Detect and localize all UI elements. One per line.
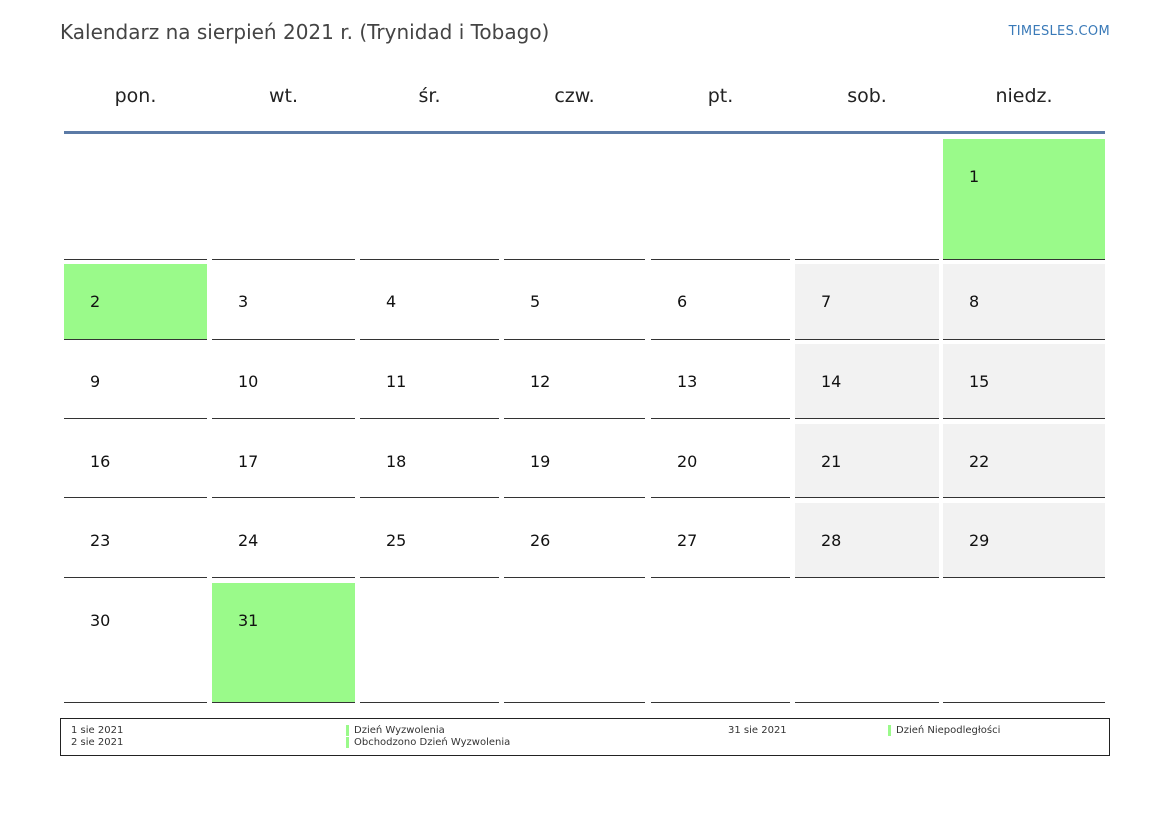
day-cell[interactable]: 28 <box>795 503 939 578</box>
holiday-day-cell[interactable]: 1 <box>943 139 1105 260</box>
empty-day-cell <box>651 139 790 260</box>
holiday-day-cell[interactable]: 31 <box>212 583 355 703</box>
day-number: 7 <box>821 292 832 311</box>
day-number: 26 <box>530 531 551 550</box>
day-number: 12 <box>530 372 551 391</box>
day-cell[interactable]: 16 <box>64 424 207 498</box>
day-number: 23 <box>90 531 111 550</box>
day-cell[interactable]: 14 <box>795 344 939 419</box>
empty-day-cell <box>795 583 939 703</box>
empty-day-cell <box>504 139 645 260</box>
day-number: 31 <box>238 611 259 630</box>
legend-date: 1 sie 2021 <box>71 725 124 736</box>
day-cell[interactable]: 29 <box>943 503 1105 578</box>
empty-day-cell <box>360 139 499 260</box>
day-number: 11 <box>386 372 407 391</box>
day-number: 28 <box>821 531 842 550</box>
day-number: 4 <box>386 292 397 311</box>
day-number: 3 <box>238 292 249 311</box>
empty-day-cell <box>943 583 1105 703</box>
holiday-legend: 1 sie 2021 2 sie 2021 Dzień Wyzwolenia O… <box>60 718 1110 756</box>
page-title: Kalendarz na sierpień 2021 r. (Trynidad … <box>60 20 550 44</box>
day-number: 17 <box>238 452 259 471</box>
day-number: 19 <box>530 452 551 471</box>
legend-date: 31 sie 2021 <box>728 725 787 736</box>
day-cell[interactable]: 25 <box>360 503 499 578</box>
day-number: 2 <box>90 292 101 311</box>
weekday-header: pon. wt. śr. czw. pt. sob. niedz. <box>64 85 1105 115</box>
empty-day-cell <box>212 139 355 260</box>
holiday-color-marker <box>888 725 891 736</box>
day-number: 21 <box>821 452 842 471</box>
day-cell[interactable]: 12 <box>504 344 645 419</box>
weekday-label: niedz. <box>995 85 1053 107</box>
empty-day-cell <box>360 583 499 703</box>
day-cell[interactable]: 24 <box>212 503 355 578</box>
day-cell[interactable]: 22 <box>943 424 1105 498</box>
holiday-color-marker <box>346 725 349 736</box>
holiday-day-cell[interactable]: 2 <box>64 264 207 340</box>
holiday-color-marker <box>346 737 349 748</box>
legend-holiday-name: Dzień Wyzwolenia <box>354 725 445 736</box>
day-number: 6 <box>677 292 688 311</box>
day-cell[interactable]: 4 <box>360 264 499 340</box>
day-cell[interactable]: 17 <box>212 424 355 498</box>
day-cell[interactable]: 18 <box>360 424 499 498</box>
day-number: 14 <box>821 372 842 391</box>
weekday-label: śr. <box>418 85 441 107</box>
day-number: 9 <box>90 372 101 391</box>
empty-day-cell <box>651 583 790 703</box>
day-number: 1 <box>969 167 980 186</box>
weekday-label: czw. <box>554 85 595 107</box>
day-number: 16 <box>90 452 111 471</box>
day-cell[interactable]: 3 <box>212 264 355 340</box>
day-number: 30 <box>90 611 111 630</box>
day-cell[interactable]: 8 <box>943 264 1105 340</box>
day-number: 20 <box>677 452 698 471</box>
day-cell[interactable]: 19 <box>504 424 645 498</box>
day-cell[interactable]: 6 <box>651 264 790 340</box>
day-cell[interactable]: 23 <box>64 503 207 578</box>
day-number: 27 <box>677 531 698 550</box>
day-number: 13 <box>677 372 698 391</box>
empty-day-cell <box>795 139 939 260</box>
day-cell[interactable]: 15 <box>943 344 1105 419</box>
legend-holiday-name: Dzień Niepodległości <box>896 725 1001 736</box>
day-number: 29 <box>969 531 990 550</box>
empty-day-cell <box>64 139 207 260</box>
day-cell[interactable]: 7 <box>795 264 939 340</box>
legend-holiday-name: Obchodzono Dzień Wyzwolenia <box>354 737 511 748</box>
brand-link[interactable]: TIMESLES.COM <box>1008 24 1110 39</box>
day-cell[interactable]: 13 <box>651 344 790 419</box>
day-number: 8 <box>969 292 980 311</box>
day-number: 24 <box>238 531 259 550</box>
day-cell[interactable]: 9 <box>64 344 207 419</box>
day-number: 5 <box>530 292 541 311</box>
weekday-label: pon. <box>114 85 157 107</box>
day-number: 22 <box>969 452 990 471</box>
day-cell[interactable]: 20 <box>651 424 790 498</box>
day-cell[interactable]: 30 <box>64 583 207 703</box>
empty-day-cell <box>504 583 645 703</box>
day-cell[interactable]: 21 <box>795 424 939 498</box>
weekday-label: sob. <box>847 85 887 107</box>
legend-date: 2 sie 2021 <box>71 737 124 748</box>
day-cell[interactable]: 26 <box>504 503 645 578</box>
header-divider <box>64 131 1105 134</box>
day-cell[interactable]: 27 <box>651 503 790 578</box>
day-number: 18 <box>386 452 407 471</box>
day-number: 15 <box>969 372 990 391</box>
day-number: 25 <box>386 531 407 550</box>
weekday-label: pt. <box>707 85 734 107</box>
weekday-label: wt. <box>268 85 299 107</box>
day-cell[interactable]: 10 <box>212 344 355 419</box>
day-cell[interactable]: 11 <box>360 344 499 419</box>
day-cell[interactable]: 5 <box>504 264 645 340</box>
day-number: 10 <box>238 372 259 391</box>
